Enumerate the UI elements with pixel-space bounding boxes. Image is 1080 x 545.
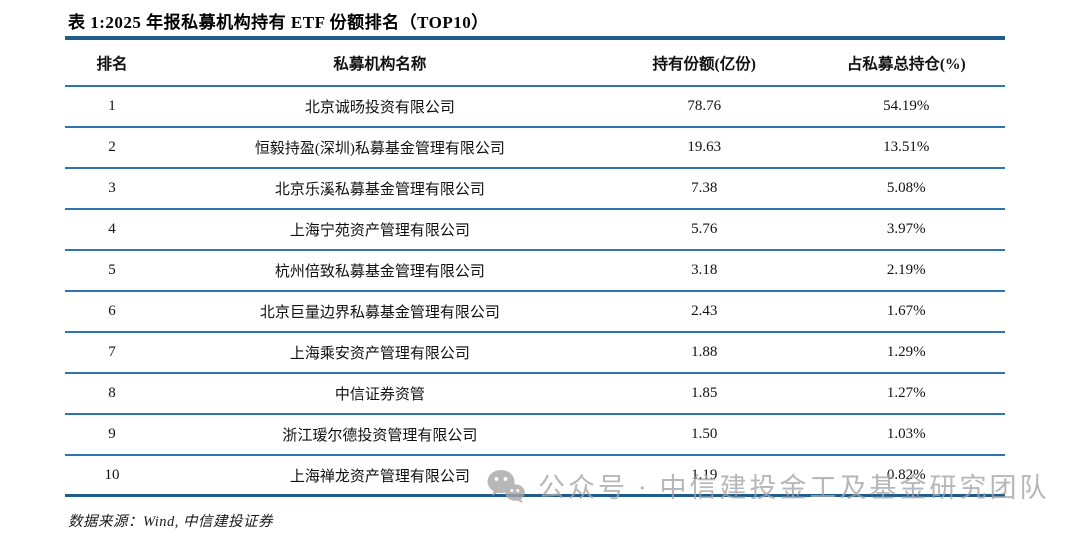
cell-shares: 7.38 [691, 180, 718, 196]
cell-name: 杭州倍致私募基金管理有限公司 [274, 264, 485, 280]
table-row: 6 北京巨量边界私募基金管理有限公司 2.43 1.67% [65, 292, 1005, 333]
cell-rank: 10 [104, 466, 120, 483]
column-header-rank: 排名 [96, 55, 128, 73]
cell-pct: 1.67% [886, 303, 926, 319]
table-row: 7 上海乘安资产管理有限公司 1.88 1.29% [65, 333, 1005, 374]
cell-shares: 19.63 [687, 139, 722, 155]
cell-shares: 5.76 [691, 221, 718, 237]
cell-rank: 2 [108, 139, 116, 155]
table-row: 5 杭州倍致私募基金管理有限公司 3.18 2.19% [65, 251, 1005, 292]
table-row: 3 北京乐溪私募基金管理有限公司 7.38 5.08% [65, 169, 1005, 210]
data-source-note: 数据来源：Wind, 中信建投证券 [68, 514, 274, 530]
cell-shares: 2.43 [691, 303, 718, 319]
cell-pct: 1.03% [886, 426, 926, 442]
cell-pct: 2.19% [886, 262, 926, 278]
cell-rank: 6 [108, 303, 116, 319]
table-row: 9 浙江瑷尔德投资管理有限公司 1.50 1.03% [65, 415, 1005, 456]
cell-pct: 1.29% [886, 344, 926, 360]
cell-name: 北京诚旸投资有限公司 [304, 100, 455, 116]
cell-pct: 54.19% [883, 98, 930, 114]
cell-rank: 9 [108, 426, 116, 442]
cell-pct: 1.27% [886, 385, 926, 401]
cell-shares: 3.18 [691, 262, 718, 278]
cell-name: 北京乐溪私募基金管理有限公司 [274, 182, 485, 198]
cell-name: 上海宁苑资产管理有限公司 [289, 223, 470, 239]
cell-rank: 4 [108, 221, 116, 237]
cell-rank: 3 [108, 180, 116, 196]
cell-shares: 78.76 [687, 98, 722, 114]
cell-name: 北京巨量边界私募基金管理有限公司 [259, 305, 500, 321]
column-header-shares: 持有份额(亿份) [652, 55, 756, 73]
cell-shares: 1.88 [691, 344, 718, 360]
table-header-row: 排名 私募机构名称 持有份额(亿份) 占私募总持仓(%) [65, 40, 1005, 87]
cell-rank: 1 [108, 98, 116, 114]
table-row: 10 上海禅龙资产管理有限公司 1.19 0.82% [65, 456, 1005, 497]
table-row: 2 恒毅持盈(深圳)私募基金管理有限公司 19.63 13.51% [65, 128, 1005, 169]
cell-shares: 1.85 [691, 385, 718, 401]
table-row: 8 中信证券资管 1.85 1.27% [65, 374, 1005, 415]
cell-pct: 5.08% [886, 180, 926, 196]
etf-holdings-table: 排名 私募机构名称 持有份额(亿份) 占私募总持仓(%) 1 北京诚旸投资有限公… [65, 36, 1005, 497]
cell-pct: 13.51% [883, 139, 930, 155]
table-row: 4 上海宁苑资产管理有限公司 5.76 3.97% [65, 210, 1005, 251]
cell-shares: 1.19 [691, 466, 718, 483]
cell-name: 恒毅持盈(深圳)私募基金管理有限公司 [254, 141, 505, 157]
cell-name: 中信证券资管 [334, 387, 425, 403]
column-header-pct: 占私募总持仓(%) [846, 55, 966, 73]
cell-pct: 0.82% [886, 466, 926, 483]
cell-rank: 7 [108, 344, 116, 360]
cell-pct: 3.97% [886, 221, 926, 237]
cell-name: 浙江瑷尔德投资管理有限公司 [282, 428, 478, 444]
table-body: 1 北京诚旸投资有限公司 78.76 54.19% 2 恒毅持盈(深圳)私募基金… [65, 87, 1005, 497]
table-row: 1 北京诚旸投资有限公司 78.76 54.19% [65, 87, 1005, 128]
column-header-name: 私募机构名称 [333, 55, 427, 73]
cell-shares: 1.50 [691, 426, 718, 442]
cell-name: 上海乘安资产管理有限公司 [289, 346, 470, 362]
cell-rank: 5 [108, 262, 116, 278]
table-title: 表 1:2025 年报私募机构持有 ETF 份额排名（TOP10） [68, 13, 489, 32]
cell-rank: 8 [108, 385, 116, 401]
cell-name: 上海禅龙资产管理有限公司 [289, 468, 470, 485]
